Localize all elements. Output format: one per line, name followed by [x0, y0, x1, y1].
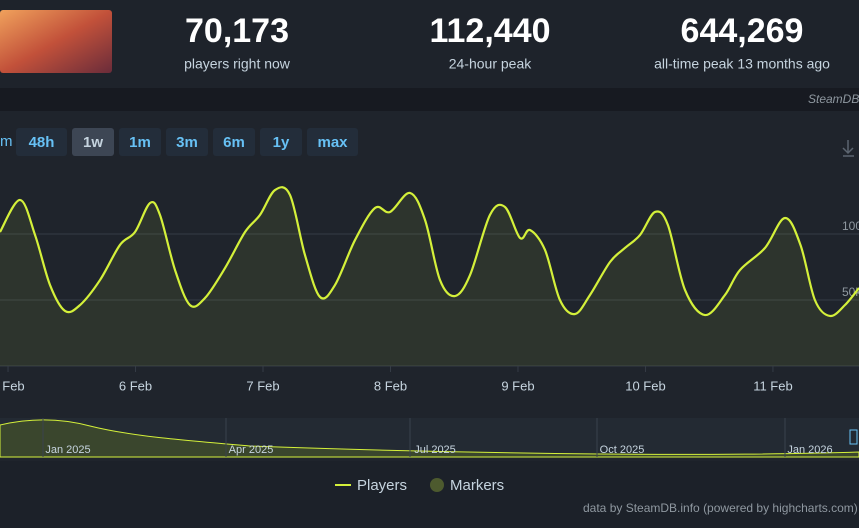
credit: data by SteamDB.info (powered by highcha… — [583, 501, 858, 515]
y-tick-label: 100k — [842, 219, 859, 233]
stat-label: all-time peak 13 months ago — [654, 56, 830, 72]
x-tick-label: 11 Feb — [753, 378, 793, 393]
range-button-label[interactable]: 1w — [83, 134, 103, 151]
stat-value: 70,173 — [185, 12, 289, 50]
x-tick-label: 9 Feb — [501, 378, 534, 393]
watermark: SteamDB.info — [808, 92, 859, 106]
cut-button: m — [0, 133, 13, 150]
x-tick-label: 6 Feb — [119, 378, 152, 393]
header-bg — [0, 0, 859, 88]
chart-bg — [0, 111, 859, 461]
range-button-label[interactable]: 1y — [273, 134, 290, 151]
range-button[interactable] — [307, 128, 358, 156]
navigator-label: Oct 2025 — [600, 444, 645, 456]
download-icon[interactable] — [842, 140, 854, 157]
line — [0, 186, 859, 318]
navigator-area — [0, 419, 859, 458]
navigator-label: Jan 2025 — [45, 444, 90, 456]
x-tick-label: 5 Feb — [0, 378, 25, 393]
x-tick-label: 10 Feb — [625, 378, 665, 393]
navigator-label: Apr 2025 — [229, 444, 274, 456]
range-button-label[interactable]: 6m — [223, 134, 245, 151]
range-button-label[interactable]: 1m — [129, 134, 151, 151]
range-button-label[interactable]: 48h — [29, 134, 55, 151]
range-button[interactable] — [260, 128, 302, 156]
range-button[interactable] — [72, 128, 114, 156]
range-button[interactable] — [213, 128, 255, 156]
x-tick-label: 8 Feb — [374, 378, 407, 393]
range-button[interactable] — [119, 128, 161, 156]
navigator-label: Jan 2026 — [787, 444, 832, 456]
range-button[interactable] — [16, 128, 67, 156]
legend-players[interactable]: Players — [357, 477, 407, 494]
range-button-label[interactable]: 3m — [176, 134, 198, 151]
line-area — [0, 187, 859, 366]
legend-markers-dot — [430, 478, 444, 492]
game-thumbnail — [0, 10, 112, 73]
range-button-label[interactable]: max — [317, 134, 348, 151]
range-button[interactable] — [166, 128, 208, 156]
watermark-strip — [0, 88, 859, 111]
navigator-handle[interactable] — [849, 429, 858, 445]
y-tick-label: 50k — [842, 285, 859, 299]
stat-value: 644,269 — [681, 12, 804, 50]
stat-label: players right now — [184, 56, 291, 72]
x-tick-label: 7 Feb — [246, 378, 279, 393]
legend-markers[interactable]: Markers — [450, 477, 504, 494]
navigator-label: Jul 2025 — [414, 444, 456, 456]
stat-label: 24-hour peak — [449, 56, 533, 72]
stat-value: 112,440 — [429, 12, 550, 50]
